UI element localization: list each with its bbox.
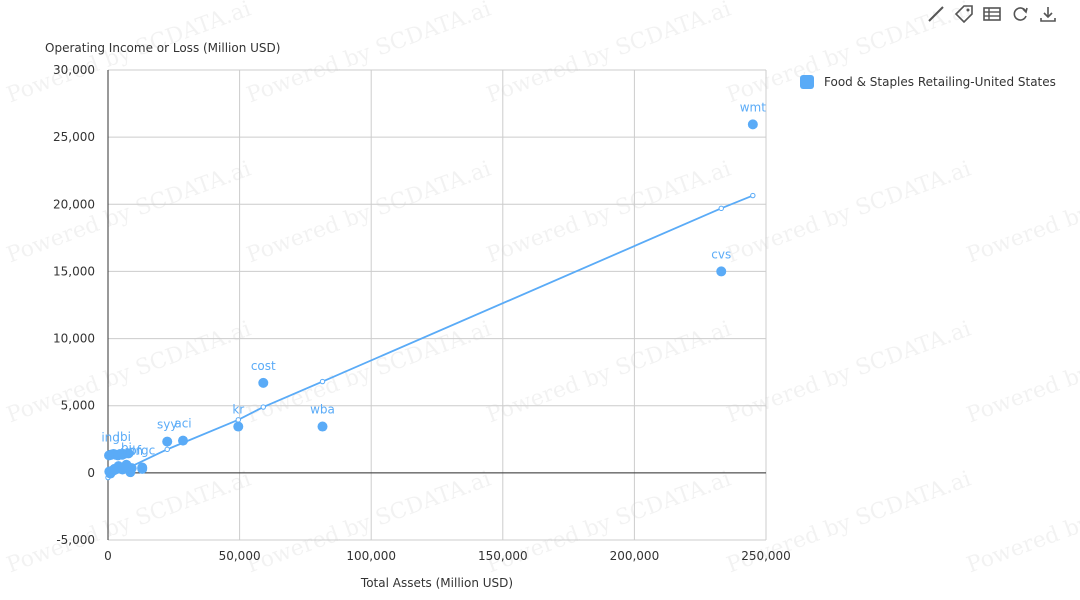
toolbar [926,4,1058,24]
x-tick-label: 50,000 [219,549,261,563]
point-label: wba [310,403,335,417]
legend-item[interactable]: Food & Staples Retailing-United States [800,75,1056,89]
trend-point [164,446,170,453]
download-icon[interactable] [1038,4,1058,24]
refresh-icon[interactable] [1010,4,1030,24]
point-label: aci [174,417,191,431]
trend-point [319,378,326,385]
trend-line [107,194,754,479]
x-axis-label: Total Assets (Million USD) [360,576,513,590]
data-point [162,436,173,447]
trend-point [235,417,241,423]
tag-icon[interactable] [954,4,974,24]
y-tick-label: 30,000 [53,63,95,77]
point-label: ing [101,431,120,445]
legend-label: Food & Staples Retailing-United States [824,75,1056,89]
line-tool-icon[interactable] [926,4,946,24]
point-label: bj [121,441,132,455]
data-point [137,463,148,474]
y-tick-label: 10,000 [53,332,95,346]
data-point [747,119,758,130]
x-tick-label: 250,000 [741,549,791,563]
data-point [123,448,134,459]
x-tick-label: 150,000 [478,549,528,563]
x-tick-label: 100,000 [346,549,396,563]
data-point [258,377,269,388]
data-point [125,467,136,478]
point-label: cost [251,359,276,373]
data-point [178,435,189,446]
point-label: lbi [117,430,131,444]
y-tick-label: 15,000 [53,264,95,278]
x-tick-label: 200,000 [610,549,660,563]
y-tick-label: 0 [87,466,95,480]
data-view-icon[interactable] [982,4,1002,24]
trend-point [260,404,266,410]
point-label: cvs [711,247,731,261]
data-point [233,421,244,432]
y-tick-label: 5,000 [61,399,95,413]
trend-point [718,205,724,212]
point-label: udn [120,444,143,458]
y-tick-label: -5,000 [56,533,95,547]
trend-point [750,192,756,199]
data-point [117,464,128,475]
legend-swatch [800,75,814,89]
point-label: kr [232,403,244,417]
y-tick-label: 20,000 [53,197,95,211]
y-tick-label: 25,000 [53,130,95,144]
point-label: pfgc [129,443,155,457]
point-label: syy [157,418,177,432]
data-point [317,421,328,432]
point-label: wmt [740,100,767,114]
y-axis-label: Operating Income or Loss (Million USD) [45,41,280,55]
data-point [716,266,727,277]
x-tick-label: 0 [104,549,112,563]
